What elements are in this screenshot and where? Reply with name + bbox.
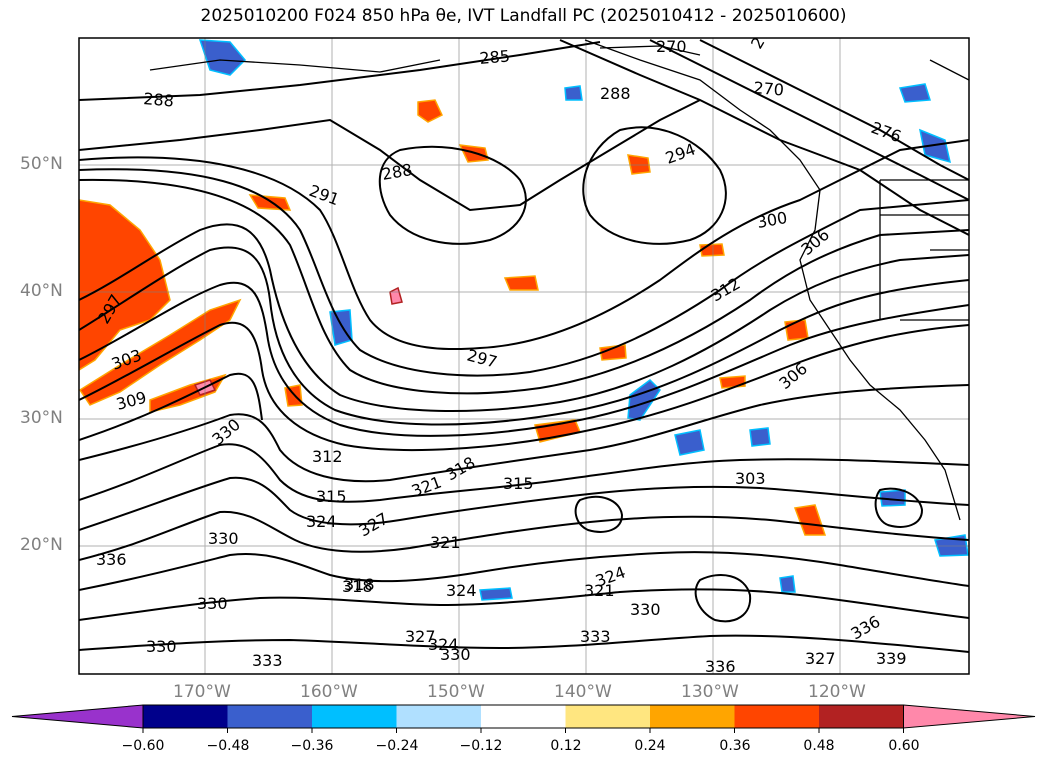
colorbar-bin — [650, 705, 735, 728]
fill-blue-pc6 — [879, 489, 906, 507]
lat-label-50n: 50°N — [20, 154, 63, 174]
colorbar-bin — [227, 705, 312, 728]
contour-label: 318 — [344, 575, 375, 594]
contour-label: 333 — [580, 627, 611, 646]
contour-label: 330 — [197, 594, 228, 613]
colorbar-tick: −0.48 — [206, 738, 250, 754]
contour-label: 324 — [428, 635, 459, 654]
colorbar-tick: −0.36 — [290, 738, 334, 754]
colorbar-tick: −0.12 — [459, 738, 503, 754]
map-title: 2025010200 F024 850 hPa θe, IVT Landfall… — [200, 6, 847, 26]
fill-red-pc6 — [699, 243, 725, 257]
contour-label: 270 — [753, 78, 785, 100]
colorbar-bin — [312, 705, 397, 728]
lat-label-20n: 20°N — [20, 535, 63, 555]
map-frame — [78, 37, 970, 675]
fill-red-pc1 — [417, 99, 443, 123]
contour-label: 336 — [96, 550, 127, 569]
fill-red-pc9 — [793, 504, 827, 536]
fill-blue-pc3 — [674, 429, 705, 456]
colorbar-bin — [565, 705, 650, 728]
colorbar-tick: 0.24 — [634, 738, 666, 754]
fill-blue-pc12 — [898, 83, 931, 103]
lon-label-160w: 160°W — [300, 682, 358, 702]
lat-label-40n: 40°N — [20, 281, 63, 301]
contour-label: 330 — [146, 637, 177, 656]
contour-label: 324 — [446, 581, 477, 600]
contour-label: 330 — [630, 600, 661, 619]
contour-label: 339 — [876, 649, 907, 668]
contour-label: 330 — [440, 645, 471, 664]
colorbar-tick: −0.60 — [121, 738, 165, 754]
fill-blue-pc8 — [564, 85, 583, 101]
colorbar-tick: 0.36 — [719, 738, 751, 754]
contour-label: 318 — [342, 577, 373, 596]
colorbar-tick: 0.48 — [803, 738, 835, 754]
contour-label: 315 — [316, 487, 347, 506]
fill-red-west — [79, 199, 171, 371]
colorbar-bin — [143, 705, 228, 728]
fill-blue-pc5 — [749, 427, 771, 447]
lat-label-30n: 30°N — [20, 408, 63, 428]
contour-label: 327 — [405, 627, 436, 646]
contour-label: 270 — [656, 37, 687, 56]
contour-label: 321 — [430, 533, 461, 552]
lon-label-120w: 120°W — [808, 682, 866, 702]
contour-label: 333 — [252, 651, 283, 670]
contour-label: 288 — [143, 89, 175, 111]
fill-blue-pc11 — [779, 575, 796, 593]
lon-label-150w: 150°W — [427, 682, 485, 702]
lon-label-130w: 130°W — [681, 682, 739, 702]
contour-label: 315 — [503, 474, 534, 493]
colorbar-extend-min — [11, 704, 144, 729]
fill-blue-pc10 — [479, 587, 513, 601]
colorbar-tick: −0.24 — [375, 738, 419, 754]
contour-label: 336 — [705, 657, 736, 676]
contour-label: 312 — [312, 447, 343, 466]
coastlines — [149, 39, 969, 521]
colorbar-tick: 0.12 — [550, 738, 582, 754]
colorbar-tick: 0.60 — [888, 738, 920, 754]
fill-red-pc4 — [248, 194, 292, 211]
lon-label-140w: 140°W — [554, 682, 612, 702]
contour-label: 327 — [805, 649, 836, 668]
contour-label: 303 — [735, 469, 766, 488]
contour-label: 288 — [600, 84, 631, 103]
colorbar — [11, 704, 1036, 733]
contour-label: 285 — [479, 46, 511, 68]
colorbar-bin — [396, 705, 481, 728]
theta-e-contours — [79, 39, 969, 653]
contour-label: 330 — [208, 529, 239, 548]
fill-blue-pc1 — [198, 39, 247, 76]
colorbar-extend-max — [903, 704, 1036, 729]
colorbar-bin — [734, 705, 819, 728]
contour-label: 324 — [306, 512, 337, 531]
lon-label-170w: 170°W — [173, 682, 231, 702]
colorbar-bin — [819, 705, 904, 728]
fill-red-pc10 — [719, 375, 746, 389]
colorbar-frame — [142, 704, 904, 729]
contour-label: 321 — [584, 581, 615, 600]
fill-red-pc5 — [503, 275, 539, 291]
colorbar-bin — [481, 705, 566, 728]
